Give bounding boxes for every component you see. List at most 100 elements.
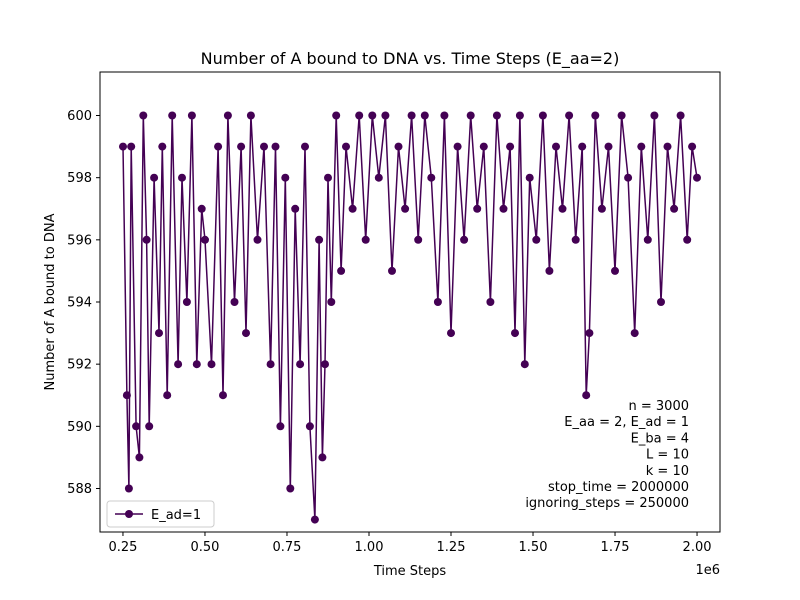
- data-point: [597, 204, 606, 213]
- data-point: [301, 142, 309, 151]
- data-point: [611, 266, 619, 275]
- annotation-line: ignoring_steps = 250000: [525, 496, 689, 511]
- data-point: [324, 173, 332, 182]
- data-point: [355, 111, 364, 120]
- data-point: [368, 111, 377, 120]
- data-point: [693, 173, 701, 182]
- x-tick-label: 1.25: [437, 540, 466, 555]
- data-point: [688, 142, 697, 151]
- data-point: [332, 111, 341, 120]
- series-line: [122, 114, 698, 521]
- data-point: [187, 111, 196, 120]
- y-tick-label: 596: [67, 233, 92, 248]
- y-axis: 588 590 592 594 596 598 600: [67, 109, 100, 497]
- data-point: [388, 266, 396, 275]
- annotation-line: k = 10: [646, 464, 689, 479]
- data-point: [670, 204, 679, 213]
- data-point: [132, 422, 141, 431]
- data-point: [591, 111, 600, 120]
- y-tick-label: 594: [67, 296, 92, 311]
- data-point: [197, 204, 206, 213]
- data-point: [676, 111, 685, 120]
- annotation-line: E_aa = 2, E_ad = 1: [564, 415, 689, 430]
- data-point: [142, 235, 151, 244]
- data-point: [492, 111, 501, 120]
- data-point: [318, 453, 327, 462]
- annotation-line: E_ba = 4: [631, 431, 689, 446]
- data-point: [127, 142, 136, 151]
- data-point: [447, 329, 455, 338]
- legend-marker-swatch: [125, 510, 133, 518]
- chart-title: Number of A bound to DNA vs. Time Steps …: [201, 49, 620, 69]
- x-tick-label: 0.75: [273, 540, 302, 555]
- data-point: [296, 360, 305, 369]
- data-point: [374, 173, 383, 182]
- data-point: [342, 142, 350, 151]
- data-point: [242, 329, 250, 338]
- data-point: [650, 111, 659, 120]
- data-point: [119, 142, 127, 151]
- y-tick-label: 588: [67, 482, 92, 497]
- data-point: [182, 298, 191, 306]
- data-point: [617, 111, 626, 120]
- data-point: [643, 235, 652, 244]
- data-point: [168, 111, 177, 120]
- data-point: [538, 111, 547, 120]
- data-point: [337, 266, 346, 275]
- data-point: [460, 235, 469, 244]
- data-point: [246, 111, 255, 120]
- data-point: [401, 204, 410, 213]
- data-point: [453, 142, 462, 151]
- data-point: [237, 142, 246, 151]
- data-point: [192, 360, 201, 369]
- annotation-line: stop_time = 2000000: [548, 480, 689, 495]
- data-point: [558, 204, 567, 213]
- series-layer: [119, 111, 701, 524]
- data-point: [407, 111, 416, 120]
- x-tick-label: 1.50: [519, 540, 548, 555]
- data-point: [657, 298, 665, 306]
- plot-area: [99, 71, 721, 533]
- data-point: [663, 142, 672, 151]
- data-point: [427, 173, 436, 182]
- data-point: [271, 142, 280, 151]
- data-point: [286, 484, 295, 493]
- data-point: [473, 204, 482, 213]
- x-axis-label: Time Steps: [373, 564, 447, 579]
- data-point: [394, 142, 403, 151]
- x-axis: 0.25 0.50 0.75 1.00 1.25 1.50 1.75 2.00: [108, 532, 712, 555]
- data-point: [565, 111, 574, 120]
- data-point: [230, 298, 239, 306]
- annotation-line: L = 10: [646, 448, 689, 463]
- x-axis-offset-label: 1e6: [695, 563, 720, 578]
- annotation-line: n = 3000: [629, 399, 689, 414]
- y-axis-label: Number of A bound to DNA: [43, 213, 58, 390]
- data-point: [506, 142, 515, 151]
- data-point: [158, 142, 167, 151]
- data-point: [214, 142, 223, 151]
- data-point: [683, 235, 692, 244]
- data-point: [327, 298, 336, 306]
- data-point: [122, 391, 131, 400]
- data-point: [207, 360, 216, 369]
- data-point: [276, 422, 285, 431]
- data-point: [145, 422, 154, 431]
- data-point: [479, 142, 488, 151]
- data-point: [571, 235, 580, 244]
- data-point: [520, 360, 529, 369]
- data-point: [466, 111, 475, 120]
- data-point: [260, 142, 268, 151]
- data-point: [552, 142, 560, 151]
- data-point: [281, 173, 290, 182]
- data-point: [420, 111, 429, 120]
- data-point: [223, 111, 232, 120]
- data-point: [139, 111, 148, 120]
- data-point: [511, 329, 519, 338]
- data-point: [414, 235, 423, 244]
- data-point: [630, 329, 639, 338]
- data-point: [578, 142, 587, 151]
- data-point: [321, 360, 329, 369]
- data-point: [135, 453, 144, 462]
